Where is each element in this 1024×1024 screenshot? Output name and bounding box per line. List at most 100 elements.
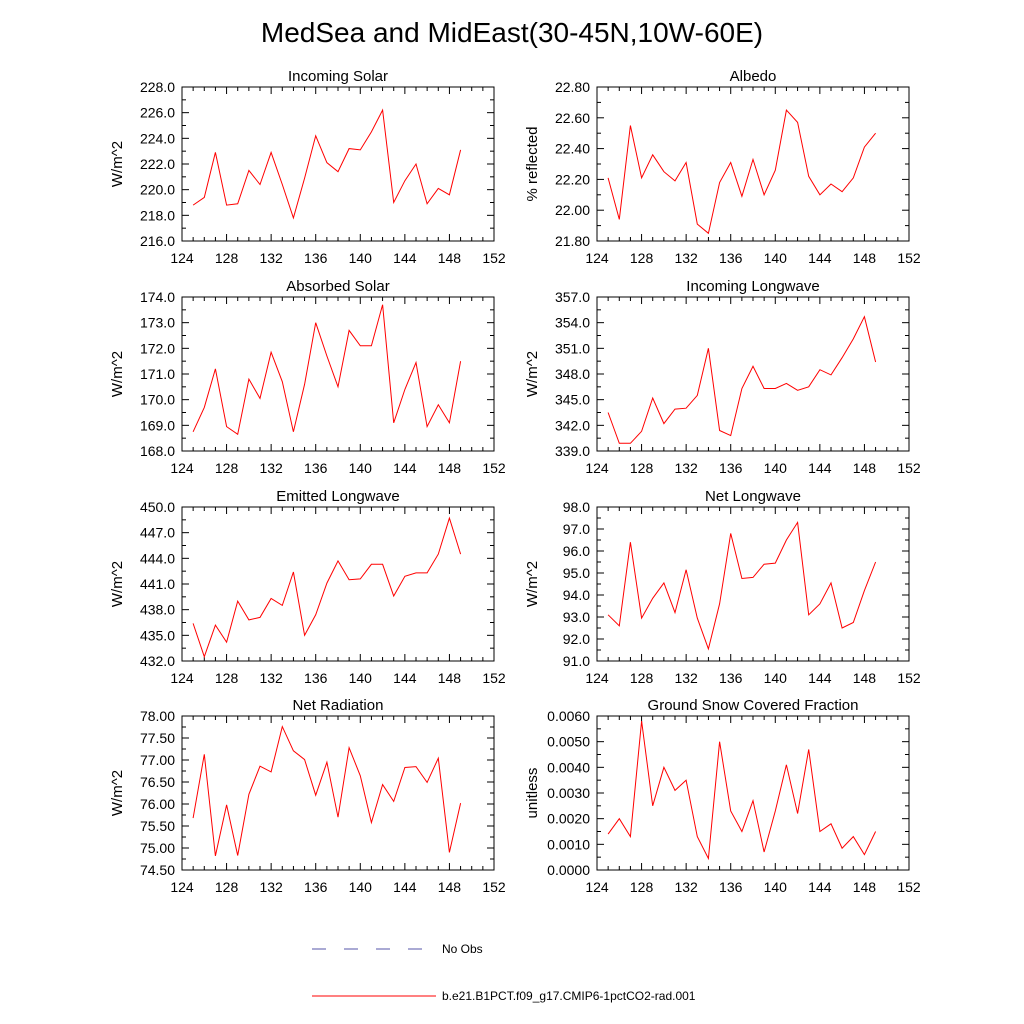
plot-frame <box>181 715 495 871</box>
plot-frame <box>596 506 910 662</box>
y-tick-label: 168.0 <box>140 443 175 459</box>
y-tick-label: 450.0 <box>140 499 175 515</box>
x-tick-label: 148 <box>438 879 462 895</box>
panel-3: Incoming Longwave 124 128 132 136 140 144 148 15… <box>524 278 921 476</box>
figure-title: MedSea and MidEast(30-45N,10W-60E) <box>261 17 763 48</box>
panels: Incoming Solar 124 128 132 136 140 144 148 152 21… <box>109 68 921 895</box>
y-tick-label: 0.0040 <box>547 759 590 775</box>
x-tick-label: 136 <box>719 879 743 895</box>
x-tick-label: 128 <box>215 250 239 266</box>
y-tick-label: 0.0010 <box>547 836 590 852</box>
x-tick-label: 140 <box>764 250 788 266</box>
x-tick-label: 140 <box>764 460 788 476</box>
series-line <box>607 520 877 651</box>
x-tick-label: 144 <box>393 460 417 476</box>
y-tick-label: 22.80 <box>555 79 590 95</box>
y-tick-label: 91.0 <box>563 653 590 669</box>
y-tick-label: 224.0 <box>140 130 175 146</box>
panel-title: Ground Snow Covered Fraction <box>648 697 859 714</box>
x-tick-label: 152 <box>482 460 506 476</box>
x-tick-label: 128 <box>630 879 654 895</box>
x-tick-label: 124 <box>585 250 609 266</box>
x-tick-label: 140 <box>349 460 373 476</box>
y-axis-label: W/m^2 <box>524 561 541 607</box>
legend-model-label: b.e21.B1PCT.f09_g17.CMIP6-1pctCO2-rad.00… <box>442 989 696 1003</box>
y-tick-label: 76.50 <box>140 774 175 790</box>
x-tick-label: 128 <box>630 460 654 476</box>
panel-title: Net Radiation <box>293 697 384 714</box>
x-tick-label: 132 <box>259 250 283 266</box>
x-tick-label: 152 <box>897 250 921 266</box>
x-tick-label: 136 <box>719 250 743 266</box>
y-tick-label: 169.0 <box>140 417 175 433</box>
y-tick-label: 76.00 <box>140 796 175 812</box>
y-axis-label: unitless <box>524 768 541 819</box>
panel-2: Absorbed Solar 124 128 132 136 140 144 148 152 16… <box>109 278 506 476</box>
panel-0: Incoming Solar 124 128 132 136 140 144 148 152 21… <box>109 68 506 266</box>
y-tick-label: 222.0 <box>140 156 175 172</box>
x-tick-label: 136 <box>304 879 328 895</box>
x-tick-label: 152 <box>482 670 506 686</box>
x-tick-label: 152 <box>897 460 921 476</box>
x-tick-label: 152 <box>482 879 506 895</box>
y-tick-label: 218.0 <box>140 207 175 223</box>
x-tick-label: 132 <box>674 460 698 476</box>
panel-title: Albedo <box>730 68 777 85</box>
x-tick-label: 140 <box>764 670 788 686</box>
x-tick-label: 140 <box>349 879 373 895</box>
y-tick-label: 357.0 <box>555 289 590 305</box>
y-tick-label: 174.0 <box>140 289 175 305</box>
y-tick-label: 339.0 <box>555 443 590 459</box>
panel-title: Absorbed Solar <box>286 278 389 295</box>
panel-title: Emitted Longwave <box>276 488 399 505</box>
y-axis-label: W/m^2 <box>109 141 126 187</box>
y-axis-label: W/m^2 <box>524 351 541 397</box>
x-tick-label: 144 <box>808 460 832 476</box>
y-tick-label: 22.40 <box>555 141 590 157</box>
x-tick-label: 148 <box>438 460 462 476</box>
x-tick-label: 144 <box>808 250 832 266</box>
y-tick-label: 444.0 <box>140 550 175 566</box>
panel-1: Albedo 124 128 132 136 140 144 148 152 21.80 22.00… <box>524 68 921 266</box>
y-tick-label: 171.0 <box>140 366 175 382</box>
x-tick-label: 144 <box>808 879 832 895</box>
y-tick-label: 22.20 <box>555 171 590 187</box>
x-tick-label: 148 <box>853 460 877 476</box>
y-tick-label: 447.0 <box>140 525 175 541</box>
x-tick-label: 136 <box>304 250 328 266</box>
y-tick-label: 95.0 <box>563 565 590 581</box>
x-tick-label: 140 <box>349 670 373 686</box>
y-tick-label: 172.0 <box>140 340 175 356</box>
x-tick-label: 148 <box>438 250 462 266</box>
x-tick-label: 124 <box>585 879 609 895</box>
y-tick-label: 351.0 <box>555 340 590 356</box>
y-tick-label: 354.0 <box>555 315 590 331</box>
series-line <box>607 721 877 861</box>
x-tick-label: 128 <box>215 670 239 686</box>
panel-title: Net Longwave <box>705 488 801 505</box>
x-tick-label: 132 <box>674 670 698 686</box>
x-tick-label: 124 <box>170 250 194 266</box>
y-axis-label: % reflected <box>524 126 541 201</box>
y-tick-label: 78.00 <box>140 708 175 724</box>
y-tick-label: 22.60 <box>555 110 590 126</box>
x-tick-label: 140 <box>764 879 788 895</box>
y-tick-label: 97.0 <box>563 521 590 537</box>
x-tick-label: 128 <box>630 250 654 266</box>
series-line <box>192 304 462 436</box>
y-tick-label: 96.0 <box>563 543 590 559</box>
plot-frame <box>181 86 495 242</box>
series-line <box>192 108 462 220</box>
x-tick-label: 124 <box>585 460 609 476</box>
y-tick-label: 220.0 <box>140 182 175 198</box>
y-tick-label: 92.0 <box>563 631 590 647</box>
x-tick-label: 140 <box>349 250 373 266</box>
y-tick-label: 75.50 <box>140 818 175 834</box>
panel-6: Net Radiation 124 128 132 136 140 144 148 152 74.… <box>109 697 506 895</box>
y-tick-label: 21.80 <box>555 233 590 249</box>
legend: No Obs b.e21.B1PCT.f09_g17.CMIP6-1pctCO2… <box>312 942 696 1003</box>
y-tick-label: 94.0 <box>563 587 590 603</box>
x-tick-label: 148 <box>853 879 877 895</box>
series-line <box>192 725 462 857</box>
y-tick-label: 348.0 <box>555 366 590 382</box>
